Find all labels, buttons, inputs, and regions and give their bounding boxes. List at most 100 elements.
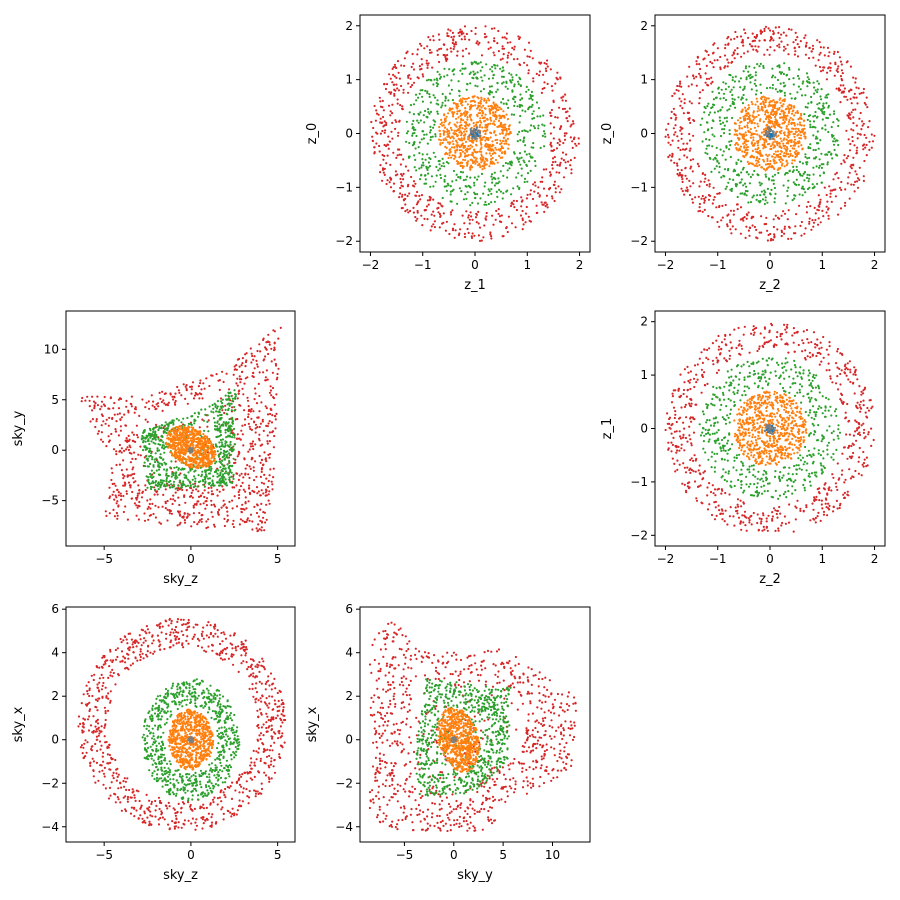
data-point <box>552 148 556 152</box>
data-point <box>473 130 476 133</box>
data-point <box>775 123 778 126</box>
data-point <box>476 202 480 205</box>
data-point <box>520 205 523 208</box>
data-point <box>483 185 486 188</box>
data-point <box>157 443 160 446</box>
data-point <box>543 132 546 135</box>
data-point <box>825 193 828 197</box>
data-point <box>865 96 868 99</box>
data-point <box>407 155 411 158</box>
data-point <box>433 220 436 223</box>
data-point <box>812 81 815 84</box>
data-point <box>793 194 796 197</box>
data-point <box>479 100 482 103</box>
data-point <box>231 420 235 423</box>
data-point <box>787 209 790 212</box>
scatter-points <box>664 25 876 242</box>
data-point <box>569 164 572 167</box>
data-point <box>546 203 549 206</box>
data-point <box>826 117 830 120</box>
data-point <box>551 161 555 164</box>
data-point <box>248 465 251 468</box>
data-point <box>460 38 463 41</box>
data-point <box>806 173 809 176</box>
data-point <box>729 90 732 93</box>
data-point <box>426 92 429 95</box>
data-point <box>523 180 526 184</box>
data-point <box>114 484 117 487</box>
data-point <box>138 414 141 417</box>
data-point <box>486 159 489 162</box>
data-point <box>713 196 716 199</box>
data-point <box>502 53 505 56</box>
data-point <box>469 204 472 207</box>
data-point <box>245 507 248 510</box>
data-point <box>118 412 121 415</box>
data-point <box>471 129 474 132</box>
data-point <box>748 115 751 119</box>
data-point <box>689 167 692 170</box>
data-point <box>470 105 473 108</box>
data-point <box>523 150 527 153</box>
data-point <box>532 183 535 186</box>
data-point <box>785 107 788 110</box>
data-point <box>748 43 752 46</box>
data-point <box>411 52 414 56</box>
data-point <box>770 179 774 182</box>
data-point <box>476 96 479 99</box>
x-tick-label: −1 <box>709 258 727 272</box>
data-point <box>124 482 127 486</box>
data-point <box>265 477 268 480</box>
data-point <box>467 145 470 148</box>
data-point <box>241 370 244 373</box>
data-point <box>471 159 474 163</box>
data-point <box>439 173 442 176</box>
data-point <box>754 36 758 40</box>
data-point <box>814 110 817 114</box>
data-point <box>497 208 500 211</box>
data-point <box>818 205 821 208</box>
data-point <box>262 371 265 374</box>
data-point <box>817 194 820 197</box>
data-point <box>836 139 839 142</box>
data-point <box>765 97 768 100</box>
data-point <box>481 165 484 168</box>
data-point <box>678 171 682 175</box>
data-point <box>528 55 531 59</box>
data-point <box>509 41 512 44</box>
y-tick-label: 2 <box>345 19 353 33</box>
data-point <box>506 162 510 165</box>
data-point <box>727 61 730 64</box>
data-point <box>806 161 809 164</box>
data-point <box>454 151 457 154</box>
data-point <box>137 453 140 456</box>
data-point <box>392 182 396 185</box>
data-point <box>144 440 147 443</box>
data-point <box>473 149 476 152</box>
data-point <box>803 124 806 127</box>
data-point <box>723 128 726 131</box>
data-point <box>755 162 758 165</box>
data-point <box>443 121 446 124</box>
data-point <box>489 136 492 139</box>
data-point <box>382 158 385 161</box>
data-point <box>215 407 219 410</box>
data-point <box>794 130 798 133</box>
data-point <box>532 110 535 113</box>
data-point <box>552 126 556 129</box>
data-point <box>149 507 152 510</box>
data-point <box>455 173 458 176</box>
data-point <box>413 166 416 169</box>
data-point <box>572 138 576 141</box>
data-point <box>242 488 245 491</box>
data-point <box>133 472 136 475</box>
data-point <box>471 166 474 169</box>
data-point <box>246 464 249 467</box>
data-point <box>691 198 694 201</box>
data-point <box>813 185 816 188</box>
data-point <box>420 58 423 61</box>
data-point <box>807 102 810 105</box>
data-point <box>120 447 123 450</box>
data-point <box>226 450 229 453</box>
data-point <box>712 158 715 161</box>
